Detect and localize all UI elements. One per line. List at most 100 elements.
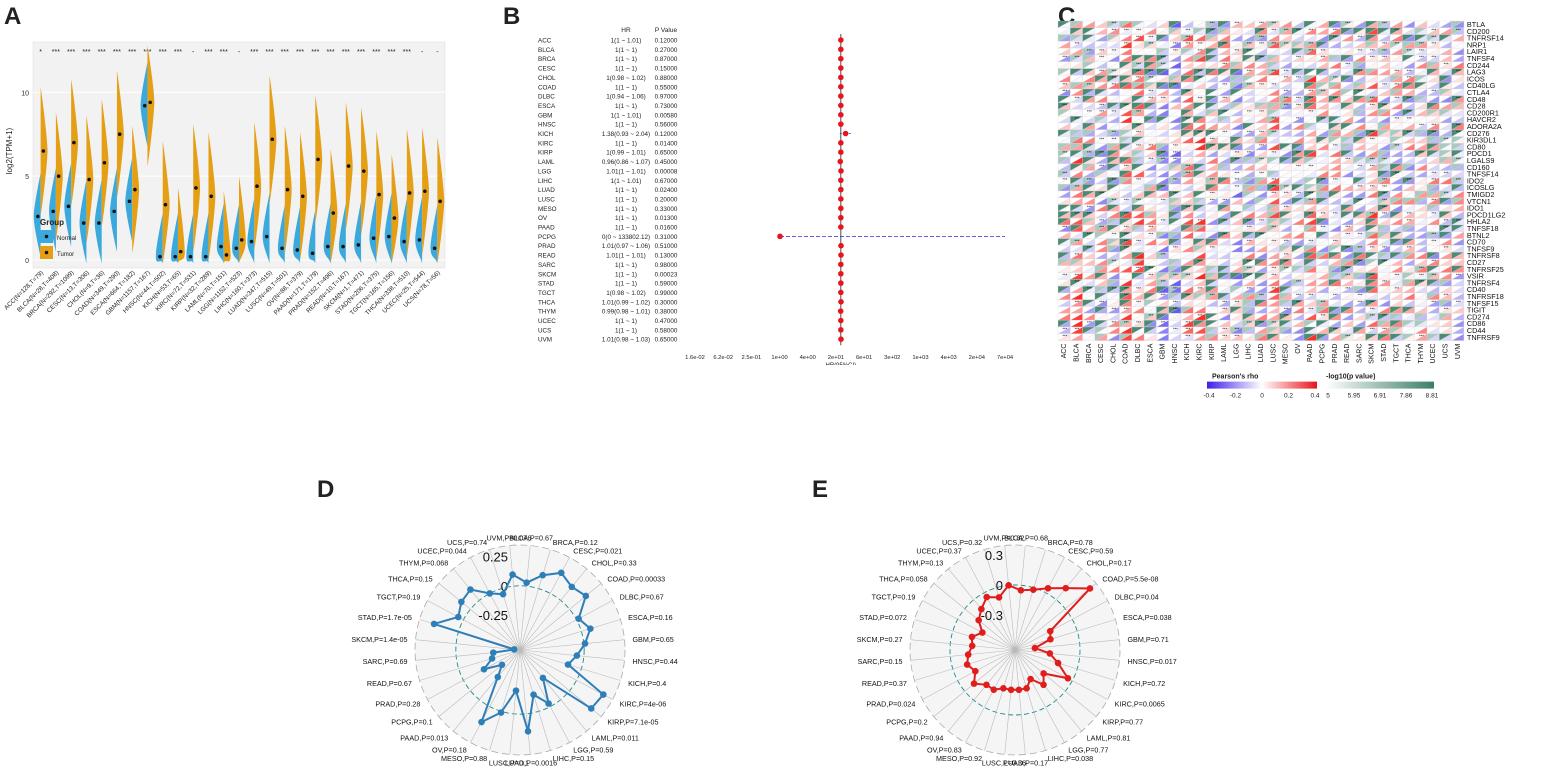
significance-star: *** xyxy=(1161,96,1166,101)
pvalue-triangle xyxy=(1094,102,1108,110)
radius-tick-label: 0.25 xyxy=(483,550,508,565)
pvalue-triangle xyxy=(1156,122,1169,131)
pvalue-triangle xyxy=(1143,20,1157,29)
pvalue-triangle xyxy=(1070,109,1083,117)
hr-point xyxy=(838,46,844,53)
pvalue-triangle xyxy=(1070,136,1083,144)
data-point xyxy=(587,625,594,632)
data-point xyxy=(539,674,547,682)
significance-star: *** xyxy=(1333,211,1338,216)
tumor-violin xyxy=(391,154,399,264)
significance-star: *** xyxy=(1124,320,1129,325)
pvalue-triangle xyxy=(1402,27,1415,35)
data-point xyxy=(497,709,505,716)
pvalue-triangle xyxy=(1279,27,1292,35)
significance-star: *** xyxy=(1173,191,1178,196)
significance-star: *** xyxy=(1148,68,1153,73)
x-axis-label: HR(95%CI) xyxy=(826,363,857,365)
pvalue-triangle xyxy=(1439,27,1452,35)
pvalue-triangle xyxy=(1180,34,1194,42)
pvalue-triangle xyxy=(1365,61,1378,69)
pvalue-triangle xyxy=(1193,102,1206,110)
significance-star: *** xyxy=(1247,266,1252,271)
pvalue-triangle xyxy=(1254,68,1268,76)
normal-median-point xyxy=(81,221,86,225)
significance-star: *** xyxy=(1296,293,1301,298)
pvalue-triangle xyxy=(1316,75,1329,83)
cancer-label: ESCA xyxy=(538,103,556,110)
significance-star: *** xyxy=(1124,306,1129,311)
pvalue-triangle xyxy=(1168,116,1182,124)
pvalue-triangle xyxy=(1303,27,1317,35)
pvalue-triangle xyxy=(1168,88,1182,97)
pvalue-triangle xyxy=(1070,75,1083,83)
p-value: 0.00008 xyxy=(655,168,678,175)
pvalue-triangle xyxy=(1193,122,1206,131)
pvalue-triangle xyxy=(1193,116,1206,124)
significance-star: *** xyxy=(1456,177,1461,182)
pvalue-triangle xyxy=(1439,129,1452,137)
significance-star: *** xyxy=(1382,259,1387,264)
pvalue-triangle xyxy=(1230,102,1243,110)
normal-median-point xyxy=(173,254,178,259)
significance-star: *** xyxy=(1296,150,1301,155)
pvalue-triangle xyxy=(1426,20,1440,29)
normal-violin xyxy=(155,213,163,264)
pvalue-triangle xyxy=(1426,109,1440,117)
cancer-label: SKCM xyxy=(1369,343,1376,363)
pvalue-triangle xyxy=(1168,54,1182,63)
axis-label: COAD,P=5.5e-08 xyxy=(1102,574,1158,583)
hr-value: 0.99(0.98 ~ 1.01) xyxy=(602,309,650,316)
tumor-median-point xyxy=(270,137,275,142)
significance-star: *** xyxy=(1431,170,1436,175)
significance-star: *** xyxy=(1271,238,1276,243)
cancer-label: PAAD xyxy=(1307,344,1314,363)
significance-star: *** xyxy=(1358,184,1363,189)
pvalue-triangle xyxy=(1082,150,1095,158)
pvalue-triangle xyxy=(1082,129,1095,137)
significance-star: *** xyxy=(1345,286,1350,291)
pvalue-triangle xyxy=(1094,95,1108,103)
hr-value: 1(0.99 ~ 1.01) xyxy=(606,150,645,157)
significance-star: *** xyxy=(1112,232,1117,237)
pvalue-triangle xyxy=(1057,34,1071,42)
significance-star: *** xyxy=(250,49,258,56)
gene-label: LAG3 xyxy=(1467,68,1486,77)
cancer-label: PCPG xyxy=(1319,344,1326,364)
y-tick-label: 0 xyxy=(25,258,29,265)
significance-star: *** xyxy=(1271,320,1276,325)
pvalue-triangle xyxy=(1328,122,1341,131)
significance-star: *** xyxy=(1148,313,1153,318)
pvalue-triangle xyxy=(1070,41,1083,49)
normal-violin xyxy=(171,213,178,264)
gene-label: HAVCR2 xyxy=(1467,115,1496,124)
pvalue-triangle xyxy=(1353,129,1366,137)
pvalue-triangle xyxy=(1316,34,1329,42)
pvalue-triangle xyxy=(1340,20,1354,29)
data-point xyxy=(430,620,438,628)
pvalue-triangle xyxy=(1266,75,1280,83)
cancer-label: BLCA xyxy=(1073,343,1080,362)
data-point xyxy=(486,590,494,597)
significance-star: *** xyxy=(1075,300,1080,305)
data-point xyxy=(983,593,991,601)
pvalue-triangle xyxy=(1266,27,1280,35)
normal-median-point xyxy=(36,214,40,219)
pvalue-triangle xyxy=(1365,102,1378,110)
pvalue-triangle xyxy=(1156,88,1169,97)
cancer-label: SARC xyxy=(538,262,556,269)
pvalue-triangle xyxy=(1414,48,1428,56)
pvalue-triangle xyxy=(1193,109,1206,117)
significance-star: *** xyxy=(1271,116,1276,121)
hr-point xyxy=(838,83,844,90)
pvalue-triangle xyxy=(1180,61,1194,69)
pvalue-triangle xyxy=(1180,109,1194,117)
significance-star: *** xyxy=(1062,150,1067,155)
normal-median-point xyxy=(127,199,132,204)
significance-star: *** xyxy=(1247,225,1252,230)
normal-violin xyxy=(399,197,407,264)
significance-star: *** xyxy=(1235,21,1240,26)
pvalue-triangle xyxy=(1377,88,1391,97)
data-point xyxy=(568,583,576,591)
p-value: 0.65000 xyxy=(655,150,678,157)
